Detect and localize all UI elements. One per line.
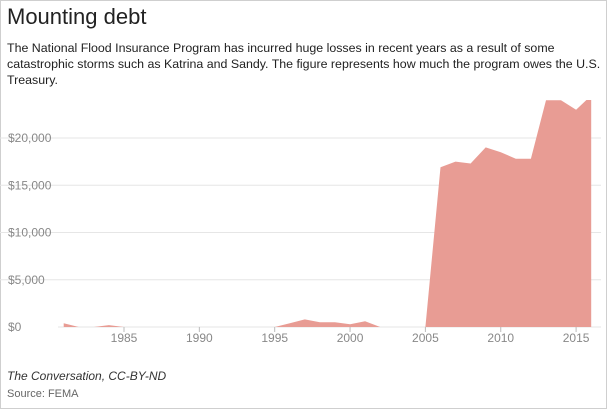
- y-tick-label: $20,000: [8, 131, 52, 145]
- chart-title: Mounting debt: [7, 4, 147, 29]
- y-tick-label: $10,000: [8, 226, 52, 240]
- x-tick-label: 2015: [563, 331, 590, 345]
- x-tick-label: 1995: [261, 331, 288, 345]
- y-axis: $0 $5,000 $10,000 $15,000 $20,000: [8, 131, 52, 334]
- area-chart: $0$5,000$10,000$15,000$20,000 1985 1990 19…: [0, 100, 601, 345]
- x-axis: 1985 1990 1995 2000 2005 2010 2015: [111, 327, 590, 345]
- y-tick-label: $0: [8, 320, 22, 334]
- series-area-path: [63, 100, 592, 327]
- x-tick-label: 1990: [186, 331, 213, 345]
- x-tick-label: 1985: [111, 331, 138, 345]
- x-tick-label: 2010: [487, 331, 514, 345]
- source-text: Source: FEMA: [7, 388, 79, 400]
- credit-text: The Conversation, CC-BY-ND: [7, 369, 167, 383]
- series-area: [63, 100, 592, 327]
- y-tick-label: $5,000: [8, 273, 45, 287]
- y-tick-label: $15,000: [8, 178, 52, 192]
- x-tick-label: 2005: [412, 331, 439, 345]
- x-tick-label: 2000: [337, 331, 364, 345]
- chart-subtitle: The National Flood Insurance Program has…: [7, 41, 601, 87]
